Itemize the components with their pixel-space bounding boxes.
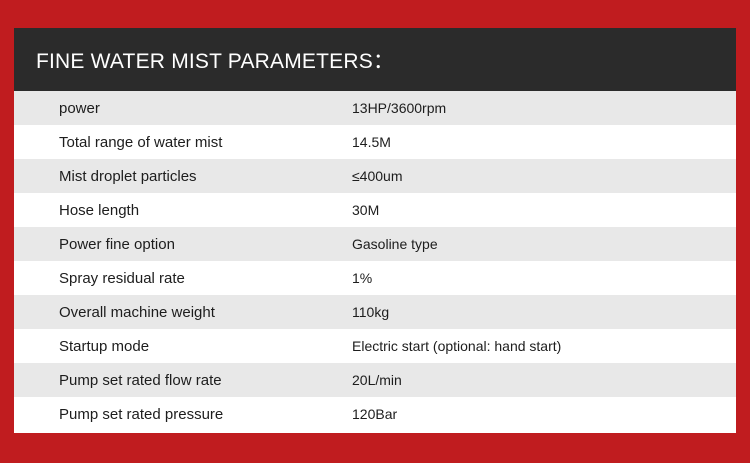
row-label: Mist droplet particles <box>59 167 197 185</box>
table-row: Pump set rated flow rate 20L/min <box>14 363 736 397</box>
table-row: Power fine option Gasoline type <box>14 227 736 261</box>
row-value: 30M <box>352 202 380 218</box>
table-row: Total range of water mist 14.5M <box>14 125 736 159</box>
table-row: Spray residual rate 1% <box>14 261 736 295</box>
row-value: ≤400um <box>352 168 403 184</box>
parameters-table: power 13HP/3600rpm Total range of water … <box>14 91 736 431</box>
table-row: power 13HP/3600rpm <box>14 91 736 125</box>
row-label: Hose length <box>59 201 140 219</box>
row-label: Total range of water mist <box>59 133 223 151</box>
row-value: 14.5M <box>352 134 391 150</box>
row-label: power <box>59 99 100 117</box>
row-value: Gasoline type <box>352 236 438 252</box>
row-value: Electric start (optional: hand start) <box>352 338 562 354</box>
row-value: 13HP/3600rpm <box>352 100 447 116</box>
table-row: Startup mode Electric start (optional: h… <box>14 329 736 363</box>
row-label: Pump set rated flow rate <box>59 371 222 389</box>
row-label: Startup mode <box>59 337 150 355</box>
panel-title: FINE WATER MIST PARAMETERS： <box>14 28 736 91</box>
row-value: 20L/min <box>352 372 402 388</box>
bottom-band <box>0 433 750 463</box>
parameters-panel: FINE WATER MIST PARAMETERS： power 13HP/3… <box>14 28 736 433</box>
table-row: Hose length 30M <box>14 193 736 227</box>
row-label: Overall machine weight <box>59 303 215 321</box>
table-row: Overall machine weight 110kg <box>14 295 736 329</box>
row-value: 120Bar <box>352 406 398 422</box>
row-label: Power fine option <box>59 235 175 253</box>
row-label: Spray residual rate <box>59 269 185 287</box>
row-value: 1% <box>352 270 373 286</box>
row-label: Pump set rated pressure <box>59 405 224 423</box>
row-value: 110kg <box>352 304 390 320</box>
table-row: Pump set rated pressure 120Bar <box>14 397 736 431</box>
table-row: Mist droplet particles ≤400um <box>14 159 736 193</box>
